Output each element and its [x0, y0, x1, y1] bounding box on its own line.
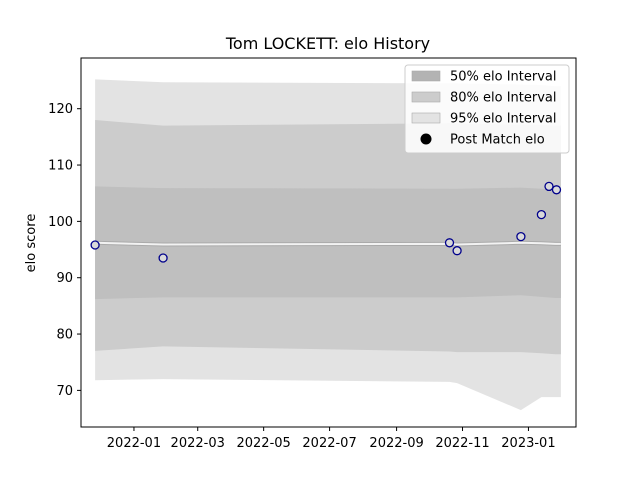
data-point [544, 181, 554, 192]
legend-box [404, 64, 570, 154]
x-tick-label: 2022-07 [302, 436, 356, 451]
y-tick-label: 110 [48, 159, 73, 174]
y-axis-ticks: 70 80 90 100 110 120 [48, 102, 81, 399]
y-tick-label: 70 [56, 384, 73, 399]
y-tick-label: 80 [56, 328, 73, 343]
data-point [90, 240, 100, 250]
y-tick-label: 90 [56, 271, 73, 286]
mean-line-group [95, 240, 561, 247]
mean-line [95, 241, 561, 246]
legend-label: 95% elo Interval [450, 112, 557, 127]
plot-frame [80, 57, 577, 428]
chart-title: Tom LOCKETT: elo History [225, 34, 430, 53]
x-tick-label: 2022-11 [435, 436, 489, 451]
legend-label: Post Match elo [450, 133, 545, 148]
legend-swatch [411, 91, 441, 103]
y-tick-label: 100 [48, 215, 73, 230]
data-point [551, 185, 562, 195]
legend-swatch [411, 112, 441, 124]
data-point [516, 231, 526, 242]
data-point [536, 209, 547, 220]
x-axis-ticks: 2022-01 2022-03 2022-05 2022-07 2022-09 2022-… [107, 427, 556, 451]
y-axis-label: elo score [24, 214, 39, 273]
post-match-points [90, 181, 562, 263]
legend-label: 50% elo Interval [450, 70, 557, 85]
data-point [452, 246, 462, 256]
legend-swatch [411, 70, 441, 82]
legend-label: 80% elo Interval [450, 91, 557, 106]
legend-marker [420, 133, 432, 145]
x-tick-label: 2022-09 [369, 436, 423, 451]
x-tick-label: 2022-05 [236, 436, 290, 451]
y-tick-label: 120 [48, 102, 73, 117]
x-tick-label: 2022-01 [107, 436, 161, 451]
legend: 50% elo Interval 80% elo Interval 95% elo … [404, 64, 570, 154]
data-point [444, 238, 455, 248]
data-point [158, 253, 168, 263]
x-tick-label: 2022-03 [171, 436, 225, 451]
x-tick-label: 2023-01 [501, 436, 555, 451]
